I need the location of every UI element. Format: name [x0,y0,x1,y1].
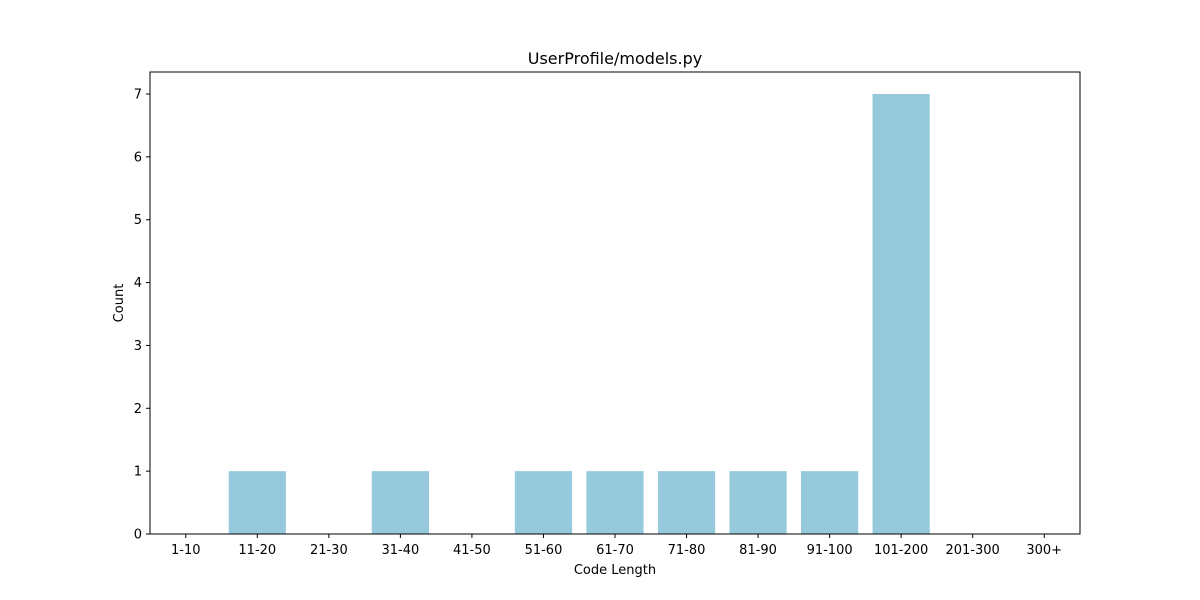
chart-title: UserProfile/models.py [528,49,702,68]
bar-51-60 [514,471,573,534]
x-tick-label: 31-40 [381,543,419,558]
bars-layer [228,94,930,534]
x-tick-label: 41-50 [453,543,491,558]
x-axis-label: Code Length [574,563,656,578]
bar-91-100 [801,471,859,534]
bar-11-20 [228,471,286,534]
x-tick-label: 71-80 [668,543,706,558]
y-tick-label: 7 [134,88,142,103]
bar-61-70 [586,471,644,534]
x-tick-label: 1-10 [171,543,201,558]
x-tick-label: 81-90 [739,543,777,558]
y-tick-label: 4 [134,276,142,291]
y-tick-label: 3 [134,339,142,354]
y-axis-label: Count [112,284,127,323]
x-tick-label: 21-30 [310,543,348,558]
bar-101-200 [872,94,930,534]
plot-frame [149,71,1081,535]
x-tick-label: 91-100 [807,543,853,558]
x-tick-label: 101-200 [874,543,928,558]
x-tick-label: 11-20 [238,543,276,558]
x-tick-label: 51-60 [525,543,563,558]
x-tick-label: 61-70 [596,543,634,558]
y-tick-label: 2 [134,402,142,417]
x-tick-label: 300+ [1026,543,1062,558]
bar-81-90 [729,471,787,534]
ticks-layer: 1-10 11-20 21-30 31-40 41-50 51-60 61-70 71-80 8… [134,88,1062,559]
bar-71-80 [657,471,716,534]
y-tick-label: 0 [134,528,142,543]
y-tick-label: 5 [134,213,142,228]
bar-31-40 [371,471,429,534]
x-tick-label: 201-300 [946,543,1000,558]
y-tick-label: 1 [134,465,142,480]
y-tick-label: 6 [134,150,142,165]
